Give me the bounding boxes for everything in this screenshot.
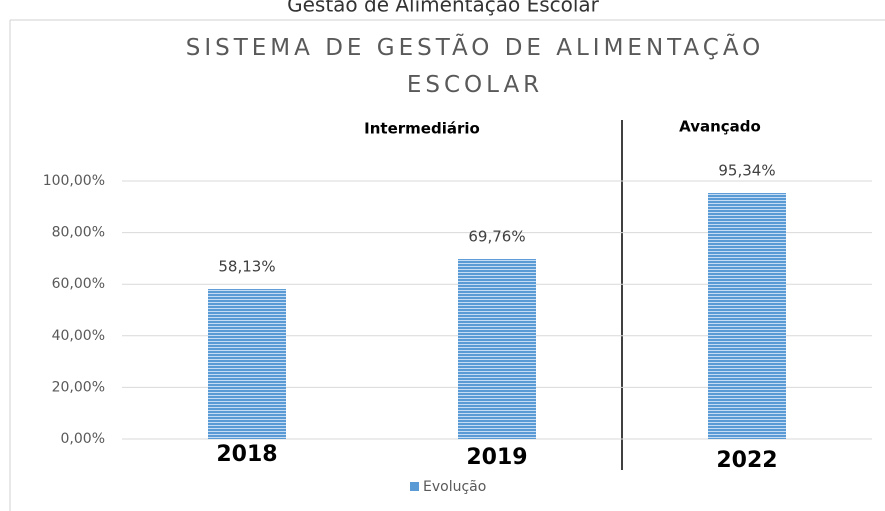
y-tick-label: 20,00% xyxy=(52,379,105,395)
page-title: Gestão de Alimentação Escolar xyxy=(287,0,600,17)
bar xyxy=(708,193,786,439)
legend-label: Evolução xyxy=(423,479,486,495)
x-tick-label: 2018 xyxy=(216,442,277,467)
data-label: 58,13% xyxy=(218,258,275,276)
y-tick-label: 60,00% xyxy=(52,276,105,292)
bar xyxy=(208,289,286,439)
y-tick-label: 40,00% xyxy=(52,328,105,344)
x-tick-label: 2022 xyxy=(716,448,777,473)
y-tick-label: 100,00% xyxy=(43,173,105,189)
bar xyxy=(458,259,536,439)
chart-title: SISTEMA DE GESTÃO DE ALIMENTAÇÃO ESCOLAR xyxy=(185,35,765,98)
data-label: 69,76% xyxy=(468,228,525,246)
annotation: Avançado xyxy=(679,118,761,136)
y-tick-label: 0,00% xyxy=(61,431,105,447)
annotation: Intermediário xyxy=(364,120,480,138)
x-tick-label: 2019 xyxy=(466,445,527,470)
legend-swatch xyxy=(410,482,419,491)
y-tick-label: 80,00% xyxy=(52,225,105,241)
data-label: 95,34% xyxy=(718,162,775,180)
